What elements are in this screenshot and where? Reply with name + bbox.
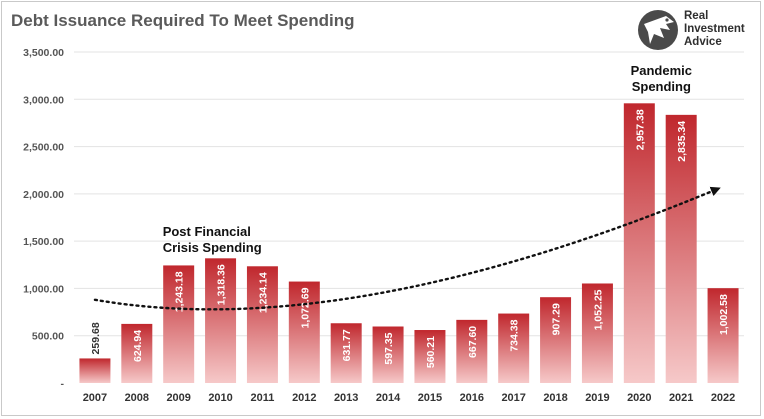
bar <box>456 319 488 383</box>
data-label: 631.77 <box>341 329 353 361</box>
data-label: 597.35 <box>383 332 395 364</box>
bar <box>665 114 697 383</box>
data-label: 907.29 <box>551 303 563 335</box>
x-tick-label: 2010 <box>208 392 232 404</box>
x-tick-label: 2021 <box>669 392 693 404</box>
y-tick-label: 500.00 <box>32 331 64 343</box>
bar <box>288 281 320 383</box>
annotation-line: Spending <box>632 79 691 94</box>
y-tick-label: - <box>61 378 65 390</box>
x-tick-label: 2022 <box>711 392 735 404</box>
x-tick-label: 2014 <box>376 392 401 404</box>
x-tick-label: 2017 <box>501 392 525 404</box>
y-tick-label: 2,500.00 <box>23 142 64 154</box>
brand-logo: Real Investment Advice <box>636 8 758 54</box>
data-label: 1,318.36 <box>216 264 228 305</box>
data-label: 1,002.58 <box>718 294 730 335</box>
annotation-line: Pandemic <box>631 63 692 78</box>
bar <box>498 313 530 383</box>
data-label: 1,243.18 <box>174 271 186 312</box>
data-label: 2,835.34 <box>676 121 688 162</box>
logo-line-2: Investment <box>684 23 745 35</box>
bar <box>163 265 195 383</box>
data-labels: 259.68 624.94 1,243.18 1,318.36 1,234.14 1,07… <box>90 109 730 368</box>
annotation-line: Post Financial <box>163 224 251 239</box>
data-label: 667.60 <box>467 326 479 358</box>
bars <box>79 103 739 383</box>
y-tick-label: 3,000.00 <box>23 94 64 106</box>
x-tick-label: 2011 <box>251 392 275 404</box>
y-tick-label: 2,000.00 <box>23 189 64 201</box>
bar <box>79 358 111 383</box>
data-label: 259.68 <box>90 322 102 354</box>
data-label: 734.38 <box>509 319 521 351</box>
data-label: 1,052.25 <box>592 289 604 330</box>
bar <box>330 323 362 383</box>
y-tick-label: 3,500.00 <box>23 47 64 59</box>
y-tick-label: 1,000.00 <box>23 283 64 295</box>
y-axis: - 500.00 1,000.00 1,500.00 2,000.00 2,500.00 3… <box>23 47 64 390</box>
bar <box>372 326 404 383</box>
x-axis: 2007 2008 2009 2010 2011 2012 2013 2014 2015 2016… <box>83 392 736 404</box>
annotation-line: Crisis Spending <box>163 240 262 255</box>
y-tick-label: 1,500.00 <box>23 236 64 248</box>
eagle-icon <box>638 10 678 50</box>
x-tick-label: 2016 <box>460 392 484 404</box>
x-tick-label: 2015 <box>418 392 442 404</box>
x-tick-label: 2008 <box>125 392 149 404</box>
trend-line <box>93 186 721 311</box>
bar <box>121 323 153 383</box>
x-tick-label: 2018 <box>543 392 567 404</box>
bar <box>623 103 655 383</box>
x-tick-label: 2013 <box>334 392 358 404</box>
data-label: 560.21 <box>425 336 437 368</box>
chart-title: Debt Issuance Required To Meet Spending <box>11 11 355 30</box>
data-label: 1,072.69 <box>299 287 311 328</box>
data-label: 2,957.38 <box>634 109 646 150</box>
bar <box>540 297 572 383</box>
logo-line-3: Advice <box>684 36 722 48</box>
x-tick-label: 2020 <box>627 392 651 404</box>
bar <box>246 266 278 383</box>
x-tick-label: 2012 <box>292 392 316 404</box>
bar <box>707 288 739 383</box>
x-tick-label: 2019 <box>585 392 609 404</box>
bar <box>581 283 613 383</box>
bar <box>205 258 237 383</box>
data-label: 1,234.14 <box>257 272 269 313</box>
x-tick-label: 2009 <box>166 392 190 404</box>
x-tick-label: 2007 <box>83 392 107 404</box>
bar <box>414 330 446 383</box>
trend-arrow <box>93 186 721 311</box>
data-label: 624.94 <box>132 330 144 362</box>
logo-line-1: Real <box>684 10 709 22</box>
